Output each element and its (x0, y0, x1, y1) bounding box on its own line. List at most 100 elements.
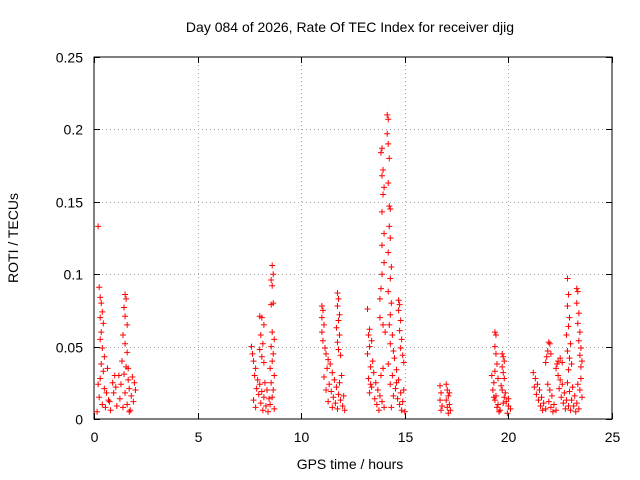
data-point (571, 392, 578, 399)
data-point (371, 395, 378, 402)
data-point (386, 203, 393, 210)
data-point (122, 389, 129, 396)
data-point (534, 381, 541, 388)
data-point (387, 381, 394, 388)
data-point (126, 385, 133, 392)
data-point (122, 291, 129, 298)
data-point (124, 321, 131, 328)
data-point (568, 360, 575, 367)
data-point (396, 301, 403, 308)
data-point (336, 379, 343, 386)
data-point (556, 385, 563, 392)
data-point (388, 300, 395, 307)
data-point (380, 365, 387, 372)
data-point (387, 275, 394, 282)
data-point (544, 347, 551, 354)
data-point (125, 376, 132, 383)
data-point (399, 398, 406, 405)
data-point (334, 290, 341, 297)
data-point (533, 391, 540, 398)
data-point (398, 336, 405, 343)
data-point (537, 402, 544, 409)
data-point (100, 320, 107, 327)
data-point (325, 356, 332, 363)
data-point (554, 360, 561, 367)
data-point (388, 404, 395, 411)
data-point (379, 398, 386, 405)
data-point (129, 374, 136, 381)
data-point (538, 394, 545, 401)
data-point (102, 404, 109, 411)
data-point (398, 407, 405, 414)
data-point (99, 401, 106, 408)
data-point (255, 391, 262, 398)
data-point (504, 410, 511, 417)
data-point (269, 329, 276, 336)
data-point (573, 400, 580, 407)
data-point (385, 116, 392, 123)
data-point (544, 381, 551, 388)
data-point (548, 392, 555, 399)
data-point (385, 249, 392, 256)
data-point (377, 372, 384, 379)
y-tick-label: 0 (75, 412, 83, 428)
data-point (366, 343, 373, 350)
data-point (401, 408, 408, 415)
data-point (567, 407, 574, 414)
data-point (539, 407, 546, 414)
data-point (319, 337, 326, 344)
data-point (123, 295, 130, 302)
data-point (445, 392, 452, 399)
data-point (329, 369, 336, 376)
data-point (96, 284, 103, 291)
data-point (99, 345, 106, 352)
data-point (331, 376, 338, 383)
data-point (396, 401, 403, 408)
data-point (257, 332, 264, 339)
data-point (250, 397, 257, 404)
data-point (444, 404, 451, 411)
data-point (106, 398, 113, 405)
data-point (438, 407, 445, 414)
data-point (560, 400, 567, 407)
data-point (335, 317, 342, 324)
data-point (381, 184, 388, 191)
data-point (578, 358, 585, 365)
x-tick-label: 10 (294, 429, 310, 445)
data-point (505, 395, 512, 402)
data-point (327, 360, 334, 367)
y-axis: 0 0.05 0.1 0.15 0.2 0.25 (56, 50, 612, 428)
data-point (381, 404, 388, 411)
data-point (124, 349, 131, 356)
data-point (325, 398, 332, 405)
data-point (94, 408, 101, 415)
data-point (95, 381, 102, 388)
data-point (326, 381, 333, 388)
data-point (270, 350, 277, 357)
data-point (566, 355, 573, 362)
data-point (259, 340, 266, 347)
data-point (339, 402, 346, 409)
data-point (109, 379, 116, 386)
data-point (388, 263, 395, 270)
plot-frame (93, 56, 613, 420)
data-point (491, 368, 498, 375)
data-point (107, 407, 114, 414)
data-point (557, 355, 564, 362)
data-point (121, 371, 128, 378)
data-point (104, 365, 111, 372)
data-point (322, 345, 329, 352)
data-point (381, 259, 388, 266)
data-point (501, 394, 508, 401)
data-point (130, 398, 137, 405)
data-point (124, 401, 131, 408)
data-point (269, 262, 276, 269)
data-point (576, 387, 583, 394)
data-point (502, 389, 509, 396)
data-point (330, 394, 337, 401)
data-point (334, 303, 341, 310)
data-point (248, 343, 255, 350)
data-point (446, 389, 453, 396)
data-point (390, 347, 397, 354)
data-point (267, 365, 274, 372)
